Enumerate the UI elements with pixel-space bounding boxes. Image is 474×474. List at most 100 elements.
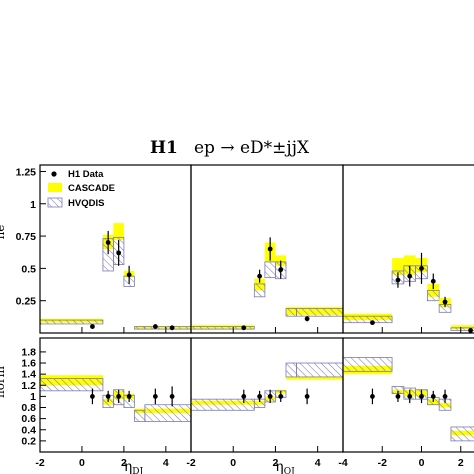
y-tick-label: 0.25: [16, 296, 37, 308]
x-tick-label: -2: [186, 457, 195, 469]
x-tick-label: 0: [419, 457, 425, 469]
ratio-point: [257, 393, 263, 399]
ratio-point: [241, 393, 247, 399]
figure-title-prefix: H1: [150, 138, 178, 158]
legend-marker-hvqdis: [47, 197, 63, 208]
x-tick-label: -2: [35, 457, 44, 469]
hvqdis-band: [342, 315, 393, 324]
data-point: [370, 320, 375, 326]
top-frame: [342, 164, 474, 334]
x-tick-label: 4: [315, 457, 321, 469]
x-tick-label: 4: [163, 457, 169, 469]
data-point: [407, 273, 413, 279]
ratio-point: [442, 393, 448, 399]
plot-area: -2 0 2 4 ηDJ -2 0 2 4 ηOJ -4 -2 0 2 0.25 0.5 0.75 1 1.25 0.…: [0, 164, 474, 474]
data-point: [395, 277, 401, 283]
ratio-hvqdis-band: [342, 357, 393, 372]
cascade-band: [392, 258, 404, 275]
data-point: [419, 265, 424, 271]
legend: H1 Data CASCADE HVQDIS: [47, 169, 115, 209]
data-point: [105, 240, 111, 245]
ratio-point: [370, 393, 375, 399]
ratio-hvqdis-band: [133, 409, 146, 422]
ratio-point: [430, 393, 436, 399]
ratio-hvqdis-band: [190, 398, 255, 411]
ratio-hvqdis-band: [450, 426, 474, 442]
y-axis-label-bottom: norm: [0, 365, 7, 398]
ratio-point: [152, 393, 158, 399]
ratio-cascade-band: [286, 376, 297, 380]
x-tick-label: 0: [230, 457, 236, 469]
ratio-y-tick-label: 1.8: [21, 346, 36, 358]
ratio-y-tick-label: 0.8: [21, 402, 36, 414]
ratio-cascade-band: [296, 376, 343, 380]
x-tick-label: 2: [273, 457, 279, 469]
legend-marker-cascade: [48, 183, 62, 192]
panel-DJ: -2 0 2 4 ηDJ: [35, 164, 192, 474]
ratio-y-tick-label: 0.4: [21, 424, 36, 436]
data-point: [278, 267, 284, 273]
y-tick-label: 1.25: [16, 166, 37, 178]
panel-third: -4 -2 0 2: [338, 164, 474, 469]
ratio-point: [395, 393, 401, 399]
figure-title-reaction: ep → eD*±jjX: [194, 138, 310, 158]
x-tick-label: -2: [378, 457, 387, 469]
ratio-y-tick-label: 1.2: [21, 380, 36, 392]
ratio-hvqdis-band: [144, 404, 192, 422]
data-point: [90, 324, 95, 329]
cascade-band: [113, 223, 124, 240]
ratio-point: [304, 393, 310, 399]
ratio-y-tick-label: 1: [30, 391, 36, 403]
ratio-point: [407, 393, 413, 399]
hvqdis-band: [426, 289, 440, 302]
y-tick-label: 1: [30, 199, 36, 211]
ratio-point: [419, 393, 424, 399]
data-point: [241, 325, 247, 331]
x-tick-label: -4: [338, 457, 347, 469]
data-point: [152, 324, 158, 329]
ratio-point: [116, 393, 122, 399]
ratio-point: [105, 393, 111, 399]
legend-marker-data: [51, 171, 57, 177]
ratio-hvqdis-band: [39, 378, 104, 392]
data-point: [442, 299, 448, 305]
ratio-hvqdis-band: [285, 362, 297, 378]
hvqdis-band: [39, 319, 104, 325]
cascade-band: [450, 325, 474, 330]
ratio-hvqdis-band: [296, 362, 344, 378]
x-tick-label: 0: [79, 457, 85, 469]
ratio-y-tick-label: 1.6: [21, 358, 36, 370]
data-point: [304, 316, 310, 322]
hvqdis-band: [285, 308, 297, 317]
data-point: [116, 250, 122, 256]
ratio-point: [278, 393, 284, 399]
panel-OJ: -2 0 2 4 ηOJ: [186, 164, 344, 474]
hvqdis-band: [450, 327, 474, 331]
y-tick-label: 0.75: [16, 231, 37, 243]
x-axis-label: ηOJ: [275, 459, 295, 474]
x-tick-label: 2: [121, 457, 127, 469]
ratio-point: [169, 393, 175, 399]
x-axis-label: ηDJ: [124, 459, 144, 474]
hvqdis-band: [296, 308, 344, 317]
cascade-band: [403, 255, 416, 275]
data-point: [257, 273, 263, 279]
hvqdis-band: [264, 261, 276, 278]
y-tick-label: 0.5: [21, 263, 36, 275]
ratio-point: [90, 393, 95, 399]
hvqdis-band: [133, 326, 146, 330]
y-axis-label-top: ne: [0, 225, 7, 240]
ratio-point: [126, 393, 132, 399]
data-point: [468, 328, 473, 333]
data-point: [169, 325, 175, 331]
ratio-point: [267, 393, 273, 399]
data-point: [430, 278, 436, 284]
legend-label: CASCADE: [68, 183, 115, 194]
legend-label: H1 Data: [68, 169, 104, 180]
data-point: [126, 272, 132, 278]
x-tick-label: 2: [458, 457, 464, 469]
ratio-y-tick-label: 0.2: [21, 435, 36, 447]
data-point: [267, 246, 273, 252]
hvqdis-band: [144, 326, 192, 330]
